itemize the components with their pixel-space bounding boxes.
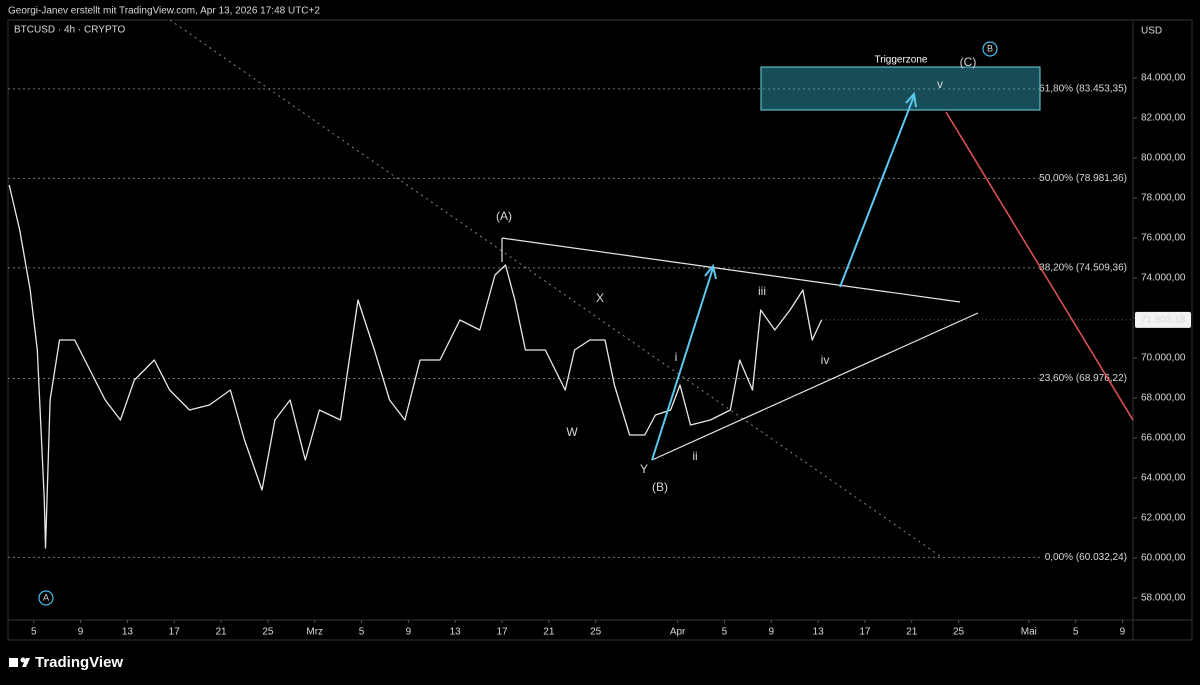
x-tick-label: 21 <box>543 627 555 638</box>
wave-label: v <box>937 77 943 91</box>
x-tick-label: 5 <box>722 627 728 638</box>
projection-line <box>945 111 1134 421</box>
x-tick-label: 13 <box>813 627 825 638</box>
x-tick-label: 25 <box>953 627 965 638</box>
logo-mark <box>22 658 30 667</box>
fib-label: 38,20% (74.509,36) <box>1039 262 1127 273</box>
x-tick-label: 13 <box>122 627 134 638</box>
x-tick-label: 9 <box>406 627 412 638</box>
x-tick-label: 17 <box>169 627 181 638</box>
wave-label: B <box>987 43 993 53</box>
symbol-label: BTCUSD · 4h · CRYPTO <box>14 25 126 36</box>
wave-circle <box>38 590 54 606</box>
arrow-head <box>704 263 717 280</box>
wave-label: Y <box>640 462 648 476</box>
x-tick-label: 5 <box>1073 627 1079 638</box>
x-tick-label: 17 <box>859 627 871 638</box>
x-tick-label: 21 <box>215 627 227 638</box>
x-tick-label: 25 <box>590 627 602 638</box>
x-tick-label: Mrz <box>306 627 323 638</box>
projection-arrow <box>839 95 915 288</box>
projection-arrow <box>651 267 714 461</box>
x-tick-label: Apr <box>670 627 686 638</box>
currency-label: USD <box>1141 26 1162 37</box>
wave-label: iii <box>758 284 766 298</box>
logo-mark <box>9 658 18 667</box>
fib-label: 61,80% (83.453,35) <box>1039 84 1127 95</box>
y-tick-label: 76.000,00 <box>1141 233 1186 244</box>
x-tick-label: 5 <box>359 627 365 638</box>
y-tick-label: 78.000,00 <box>1141 193 1186 204</box>
fib-label: 50,00% (78.981,36) <box>1039 173 1127 184</box>
x-tick-label: 13 <box>450 627 462 638</box>
y-tick-label: 74.000,00 <box>1141 273 1186 284</box>
x-tick-label: Mai <box>1021 627 1037 638</box>
y-tick-label: 60.000,00 <box>1141 553 1186 564</box>
x-tick-label: 9 <box>78 627 84 638</box>
wave-circle <box>982 41 998 57</box>
y-tick-label: 70.000,00 <box>1141 353 1186 364</box>
wave-label: X <box>596 291 604 305</box>
x-tick-label: 21 <box>906 627 918 638</box>
last-price-box <box>1135 311 1191 328</box>
logo-mark <box>20 657 26 663</box>
triangle-lower <box>651 312 979 461</box>
fib-label: 0,00% (60.032,24) <box>1045 552 1127 563</box>
wave-label: A <box>43 592 49 602</box>
triangle-upper <box>501 237 961 303</box>
y-tick-label: 66.000,00 <box>1141 433 1186 444</box>
plot: 58.000,00 60.000,00 62.000,00 64.000,00 66.0… <box>8 73 1191 638</box>
wave-label: (A) <box>496 209 512 223</box>
brand: TradingView <box>35 654 123 671</box>
arrow-head <box>905 91 917 108</box>
y-tick-label: 64.000,00 <box>1141 473 1186 484</box>
y-tick-label: 62.000,00 <box>1141 513 1186 524</box>
y-tick-label: 80.000,00 <box>1141 153 1186 164</box>
wave-label: (B) <box>652 480 668 494</box>
wave-label: (C) <box>960 55 977 69</box>
wave-label: i <box>675 350 678 364</box>
x-tick-label: 17 <box>496 627 508 638</box>
footer-logo: TradingView <box>9 654 123 671</box>
y-tick-label: 58.000,00 <box>1141 593 1186 604</box>
last-price-label: 71.903,18 <box>1141 315 1186 326</box>
y-tick-label: 84.000,00 <box>1141 73 1186 84</box>
trigger-zone <box>760 66 1041 111</box>
y-tick-label: 68.000,00 <box>1141 393 1186 404</box>
trendline <box>169 19 941 557</box>
attribution: Georgi-Janev erstellt mit TradingView.co… <box>8 6 320 17</box>
wave-label: ii <box>692 449 697 463</box>
wave-label: W <box>566 425 578 439</box>
x-tick-label: 9 <box>768 627 774 638</box>
x-tick-label: 5 <box>31 627 37 638</box>
price-line <box>8 184 823 549</box>
x-tick-label: 25 <box>262 627 274 638</box>
wave-label: iv <box>821 353 830 367</box>
zone-label: Triggerzone <box>875 55 928 66</box>
fib-label: 23,60% (68.976,22) <box>1039 373 1127 384</box>
x-tick-label: 9 <box>1120 627 1126 638</box>
y-tick-label: 82.000,00 <box>1141 113 1186 124</box>
